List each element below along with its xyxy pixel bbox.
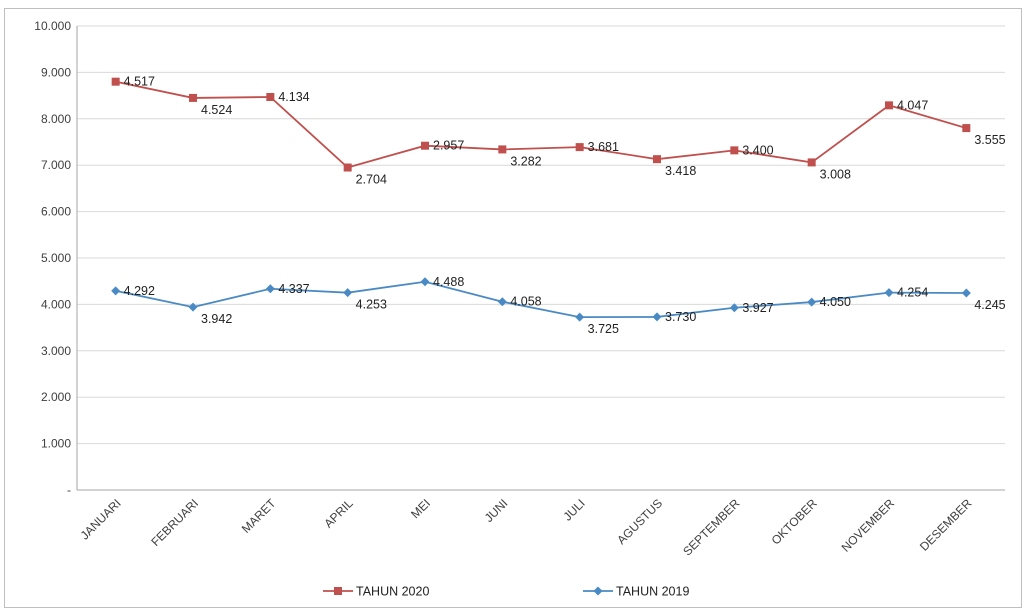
data-label: 3.282 (510, 154, 541, 168)
y-tick-label: 10.000 (34, 19, 71, 33)
data-point (188, 302, 198, 312)
x-tick-label: NOVEMBER (839, 496, 898, 555)
y-tick-label: 5.000 (41, 251, 71, 265)
data-label: 3.400 (742, 143, 773, 157)
data-label: 2.957 (433, 139, 464, 153)
y-tick-label: 8.000 (41, 112, 71, 126)
data-label: 3.730 (665, 310, 696, 324)
data-point (497, 297, 507, 307)
y-tick-label: 1.000 (41, 437, 71, 451)
data-label: 4.337 (278, 282, 309, 296)
data-label: 4.253 (356, 298, 387, 312)
gridlines (77, 25, 1005, 445)
data-point (111, 77, 120, 86)
data-label: 4.517 (124, 75, 155, 89)
data-point (575, 143, 584, 152)
line-chart: - 1.000 2.000 3.000 4.000 5.000 6.000 7.000 8.00… (34, 19, 1006, 599)
data-point (884, 288, 894, 298)
data-point (498, 145, 507, 154)
data-label: 3.418 (665, 164, 696, 178)
legend-marker (593, 586, 603, 596)
data-label: 3.927 (742, 301, 773, 315)
axes (76, 26, 1005, 491)
data-point (575, 312, 585, 322)
series-line (115, 80, 967, 169)
data-point (885, 101, 893, 110)
data-label: 3.942 (201, 312, 232, 326)
x-tick-label: JULI (560, 496, 587, 523)
data-point (729, 303, 739, 313)
x-tick-label: JANUARI (78, 496, 124, 542)
data-point (343, 163, 352, 172)
legend: TAHUN 2020 TAHUN 2019 (323, 585, 689, 599)
data-point (653, 155, 661, 164)
data-label: 3.555 (974, 133, 1005, 147)
legend-marker (334, 587, 342, 595)
x-tick-label: JUNI (482, 496, 511, 525)
data-label: 4.524 (201, 103, 232, 117)
y-tick-label: 9.000 (41, 65, 71, 79)
x-tick-label: FEBRUARI (148, 496, 201, 549)
data-label: 4.047 (897, 98, 928, 112)
data-label: 4.050 (820, 295, 851, 309)
y-tick-label: 7.000 (41, 158, 71, 172)
y-tick-label: 2.000 (41, 390, 71, 404)
data-labels: 4.517 4.524 4.134 2.704 2.957 3.282 3.681 3.418… (124, 75, 1006, 336)
data-point (266, 92, 275, 101)
x-tick-label: OKTOBER (769, 496, 820, 547)
data-point (807, 158, 816, 167)
data-point (343, 288, 353, 298)
chart-frame: - 1.000 2.000 3.000 4.000 5.000 6.000 7.000 8.00… (4, 8, 1022, 608)
series-line (115, 280, 967, 319)
data-point (111, 286, 121, 296)
data-point (421, 141, 429, 150)
y-tick-label: - (67, 483, 71, 497)
x-tick-label: APRIL (321, 496, 356, 531)
y-tick-labels: - 1.000 2.000 3.000 4.000 5.000 6.000 7.000 8.00… (34, 19, 71, 497)
y-tick-label: 6.000 (41, 205, 71, 219)
data-point (961, 288, 971, 298)
data-point (189, 93, 197, 102)
data-point (807, 297, 817, 307)
data-point (730, 146, 739, 155)
y-tick-label: 3.000 (41, 344, 71, 358)
data-label: 4.245 (974, 298, 1005, 312)
x-tick-label: SEPTEMBER (680, 496, 742, 558)
x-tick-label: MARET (239, 496, 279, 536)
data-label: 3.008 (820, 167, 851, 181)
data-label: 4.134 (278, 90, 309, 104)
x-tick-label: AGUSTUS (614, 496, 665, 547)
data-point (652, 312, 662, 322)
data-point (420, 277, 430, 287)
data-label: 2.704 (356, 173, 387, 187)
series (111, 77, 971, 322)
data-label: 3.681 (588, 140, 619, 154)
x-tick-labels: JANUARI FEBRUARI MARET APRIL MEI JUNI JULI AGUS… (78, 496, 975, 559)
x-tick-label: DESEMBER (917, 496, 975, 554)
legend-label: TAHUN 2019 (616, 585, 689, 599)
data-point (962, 124, 971, 133)
data-label: 4.488 (433, 275, 464, 289)
data-label: 3.725 (588, 322, 619, 336)
data-label: 4.292 (124, 284, 155, 298)
y-tick-label: 4.000 (41, 297, 71, 311)
data-label: 4.058 (510, 295, 541, 309)
legend-label: TAHUN 2020 (356, 585, 429, 599)
x-tick-label: MEI (408, 496, 433, 521)
data-label: 4.254 (897, 286, 928, 300)
data-point (265, 284, 275, 294)
